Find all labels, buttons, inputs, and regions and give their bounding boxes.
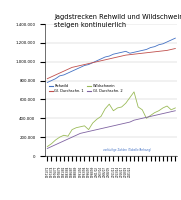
Legend: Rehwild, Gl. Durchschn. 1, Wildschwein, Gl. Durchschn. 2: Rehwild, Gl. Durchschn. 1, Wildschwein, … [47,83,124,95]
Text: Jagdstrecken Rehwild und Wildschweine
steigen kontinuierlich: Jagdstrecken Rehwild und Wildschweine st… [54,14,181,27]
Text: vorläufige Zahlen (Tabelle/Anhang): vorläufige Zahlen (Tabelle/Anhang) [103,148,151,152]
